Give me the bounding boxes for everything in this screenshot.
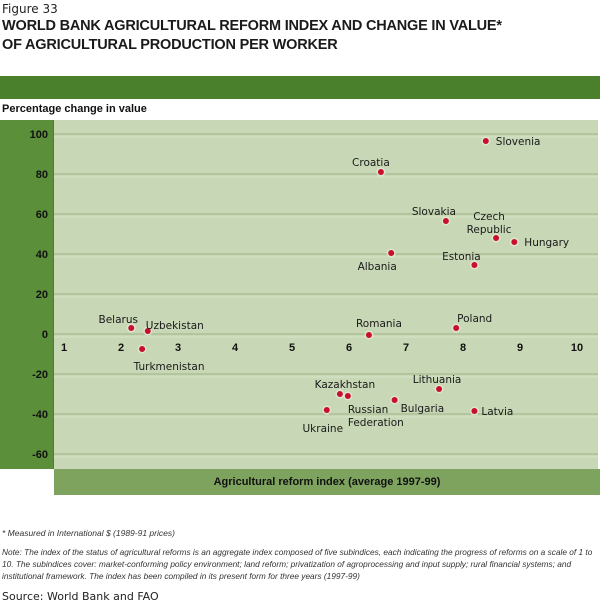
data-label-line: Russian	[348, 404, 388, 416]
data-label-line: Czech	[473, 211, 505, 223]
data-label-line: Estonia	[442, 251, 481, 263]
data-point	[471, 408, 478, 414]
data-label-line: Romania	[356, 318, 402, 330]
data-label-line: Bulgaria	[401, 403, 445, 415]
data-label: Russian Federation	[348, 404, 404, 429]
data-label-line: Croatia	[352, 157, 390, 169]
data-label-line: Lithuania	[413, 374, 462, 386]
note: Note: The index of the status of agricul…	[2, 547, 593, 581]
data-label: Lithuania	[413, 374, 462, 386]
data-point	[391, 397, 398, 403]
data-point	[388, 250, 395, 256]
data-label: Albania	[358, 261, 397, 273]
data-label: Ukraine	[302, 423, 343, 435]
x-tick-label: 8	[460, 342, 466, 354]
x-tick-label: 1	[61, 342, 67, 354]
data-label: Slovakia	[412, 206, 456, 218]
title-line-1: WORLD BANK AGRICULTURAL REFORM INDEX AND…	[2, 18, 502, 34]
data-label: Latvia	[481, 406, 513, 418]
data-label-line: Uzbekistan	[146, 320, 204, 332]
data-point	[128, 325, 135, 331]
title-line-2: OF AGRICULTURAL PRODUCTION PER WORKER	[2, 37, 338, 53]
data-label-line: Ukraine	[302, 423, 343, 435]
x-tick-label: 4	[232, 342, 239, 354]
y-tick-label: -40	[32, 409, 48, 421]
data-label: Belarus	[99, 314, 138, 326]
data-label: Bulgaria	[401, 403, 445, 415]
data-point	[144, 328, 151, 334]
data-label-line: Slovakia	[412, 206, 456, 218]
data-point	[493, 235, 500, 241]
data-point	[436, 386, 443, 392]
data-label: Slovenia	[496, 136, 541, 148]
source: Source: World Bank and FAO	[2, 590, 159, 603]
data-point	[511, 239, 518, 245]
figure-number: Figure 33	[2, 2, 58, 16]
data-label-line: Slovenia	[496, 136, 541, 148]
x-tick-label: 9	[517, 342, 523, 354]
data-label: Estonia	[442, 251, 481, 263]
data-point	[323, 407, 330, 413]
data-point	[482, 138, 489, 144]
y-axis-column	[0, 120, 54, 469]
data-point	[365, 332, 372, 338]
data-point	[344, 393, 351, 399]
y-tick-label: 80	[36, 169, 48, 181]
data-label-line: Turkmenistan	[133, 361, 205, 373]
data-label-line: Poland	[457, 313, 492, 325]
footnote: * Measured in International $ (1989-91 p…	[2, 528, 175, 538]
data-label: Kazakhstan	[315, 379, 376, 391]
data-label-line: Latvia	[481, 406, 513, 418]
data-label: Croatia	[352, 157, 390, 169]
x-tick-label: 6	[346, 342, 352, 354]
data-point	[377, 169, 384, 175]
data-label-line: Kazakhstan	[315, 379, 376, 391]
data-label: Czech Republic	[467, 211, 512, 236]
y-tick-label: -20	[32, 369, 48, 381]
data-label-line: Republic	[467, 224, 512, 236]
data-label: Romania	[356, 318, 402, 330]
y-tick-label: 40	[36, 249, 48, 261]
header-band	[0, 76, 600, 99]
data-point	[442, 218, 449, 224]
data-point	[336, 391, 343, 397]
data-label-line: Federation	[348, 417, 404, 429]
data-label: Uzbekistan	[146, 320, 204, 332]
chart-title: WORLD BANK AGRICULTURAL REFORM INDEX AND…	[2, 17, 502, 55]
y-axis-label: Percentage change in value	[2, 103, 147, 115]
x-tick-label: 5	[289, 342, 295, 354]
x-tick-label: 3	[175, 342, 181, 354]
data-label-line: Belarus	[99, 314, 138, 326]
data-point	[139, 346, 146, 352]
data-point	[453, 325, 460, 331]
y-tick-label: 100	[30, 129, 48, 141]
data-label-line: Hungary	[524, 237, 569, 249]
data-label: Turkmenistan	[133, 361, 205, 373]
data-point	[471, 262, 478, 268]
data-label: Hungary	[524, 237, 569, 249]
y-tick-label: 60	[36, 209, 48, 221]
x-tick-label: 10	[571, 342, 583, 354]
data-label-line: Albania	[358, 261, 397, 273]
y-tick-label: 20	[36, 289, 48, 301]
y-tick-label: 0	[42, 329, 48, 341]
data-label: Poland	[457, 313, 492, 325]
x-tick-label: 7	[403, 342, 409, 354]
x-tick-label: 2	[118, 342, 124, 354]
y-tick-label: -60	[32, 449, 48, 461]
x-axis-band	[54, 469, 600, 495]
x-axis-label: Agricultural reform index (average 1997-…	[213, 476, 441, 488]
